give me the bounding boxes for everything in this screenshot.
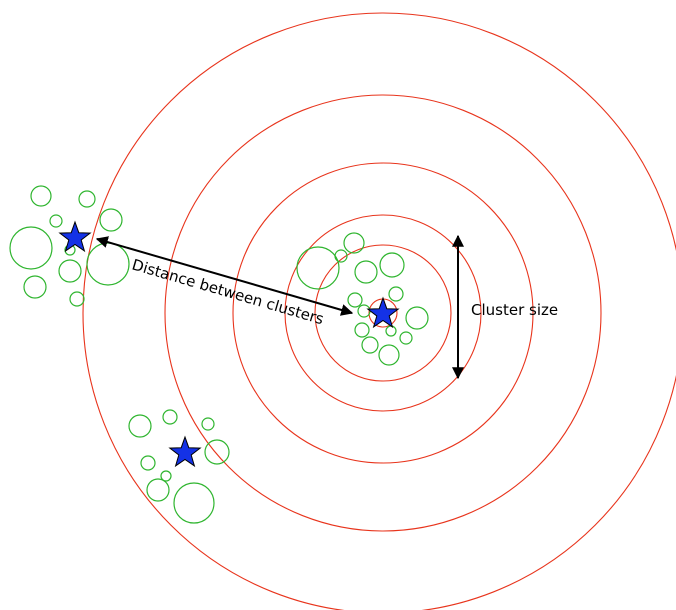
cluster-point [128,414,152,438]
cluster-point [9,226,53,270]
size-label: Cluster size [471,301,558,319]
cluster-point [49,214,63,228]
cluster-point [343,232,365,254]
cluster-point [354,322,370,338]
cluster-point [78,190,96,208]
cluster-point [30,185,52,207]
cluster-point [354,260,378,284]
cluster-point [162,409,178,425]
cluster-point [86,242,130,286]
centroid-star-icon [168,435,202,468]
cluster-point [140,455,156,471]
cluster-point [201,417,215,431]
cluster-point [399,331,413,345]
cluster-point [204,439,230,465]
cluster-point [379,252,405,278]
cluster-point [357,304,371,318]
cluster-point [23,275,47,299]
cluster-point [378,344,400,366]
cluster-point [99,208,123,232]
cluster-point [58,259,82,283]
centroid-star-icon [366,296,400,329]
distance-arrow [95,236,354,316]
cluster-point [173,482,215,524]
ring-6 [82,12,676,610]
cluster-point [405,306,429,330]
bottom-cluster [128,409,230,524]
cluster-centroids [58,220,400,468]
cluster-point [347,292,363,308]
cluster-point [361,336,379,354]
cluster-point [388,286,404,302]
cluster-point [69,291,85,307]
cluster-point [146,478,170,502]
cluster-point [385,325,397,337]
cluster-point [160,470,172,482]
centroid-star-icon [58,220,92,253]
